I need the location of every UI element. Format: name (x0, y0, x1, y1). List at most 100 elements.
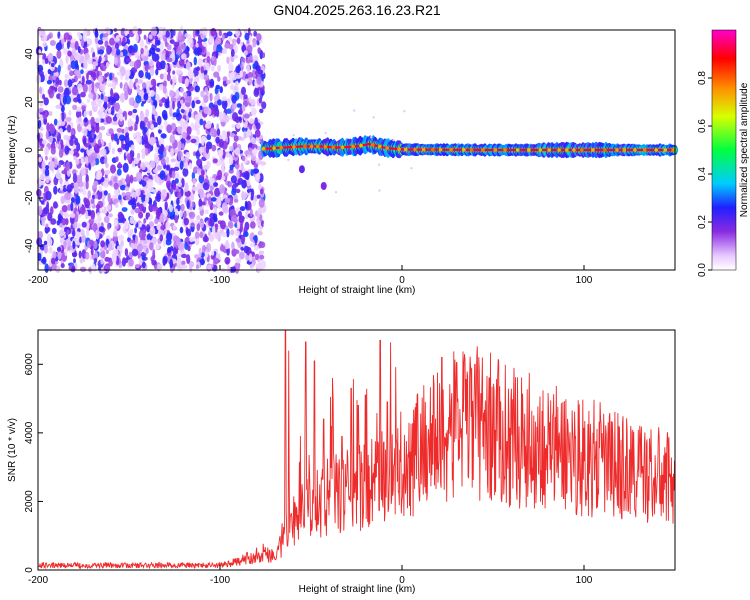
noise-speckle (75, 106, 82, 112)
noise-speckle (160, 225, 166, 231)
noise-speckle (81, 233, 86, 244)
noise-speckle (222, 76, 228, 82)
noise-speckle (94, 30, 99, 38)
signal-core-dot (654, 148, 658, 152)
noise-speckle (55, 76, 60, 85)
noise-speckle (90, 198, 95, 204)
noise-speckle (203, 106, 209, 115)
noise-speckle (138, 211, 144, 219)
noise-speckle (241, 86, 246, 96)
noise-speckle (174, 178, 179, 184)
noise-speckle (134, 235, 139, 245)
noise-speckle (84, 117, 88, 123)
noise-speckle (77, 116, 82, 123)
noise-speckle (97, 49, 105, 55)
noise-speckle (43, 97, 49, 106)
noise-speckle (244, 150, 251, 156)
noise-speckle (236, 220, 241, 230)
noise-speckle (141, 179, 147, 187)
faint-dot (378, 189, 381, 192)
noise-speckle (154, 218, 159, 225)
noise-speckle (234, 162, 240, 170)
noise-speckle (119, 113, 124, 122)
noise-speckle (143, 134, 148, 144)
noise-speckle (203, 137, 207, 142)
noise-speckle (162, 26, 166, 37)
noise-speckle (221, 130, 228, 140)
noise-speckle (37, 231, 43, 239)
noise-speckle (230, 229, 235, 236)
noise-speckle (117, 211, 124, 220)
noise-speckle (40, 200, 45, 205)
noise-speckle (94, 35, 99, 44)
noise-speckle (232, 112, 239, 122)
noise-speckle (124, 248, 129, 257)
noise-speckle (142, 229, 146, 236)
signal-core-dot (430, 147, 435, 152)
noise-speckle (252, 168, 260, 174)
noise-speckle (146, 186, 151, 194)
noise-speckle (80, 148, 85, 153)
noise-speckle (44, 155, 48, 161)
noise-speckle (165, 156, 170, 164)
noise-speckle (74, 213, 79, 223)
noise-speckle (38, 156, 43, 163)
noise-speckle (162, 85, 167, 94)
noise-speckle (180, 108, 185, 114)
noise-speckle (172, 75, 177, 84)
noise-speckle (79, 266, 87, 272)
noise-speckle (221, 232, 227, 237)
noise-speckle (163, 238, 166, 248)
noise-speckle (201, 244, 207, 254)
noise-speckle (226, 56, 230, 64)
noise-speckle (112, 80, 116, 90)
noise-speckle (91, 263, 96, 272)
noise-speckle (188, 162, 193, 169)
noise-speckle (69, 138, 74, 147)
y-tick-label: -20 (24, 190, 35, 205)
noise-speckle (165, 145, 169, 151)
noise-speckle (84, 155, 89, 164)
noise-speckle (80, 157, 84, 165)
noise-speckle (55, 171, 62, 180)
noise-speckle (179, 226, 184, 234)
noise-speckle (199, 105, 203, 111)
noise-speckle (103, 206, 107, 214)
noise-speckle (213, 182, 219, 187)
noise-speckle (246, 178, 251, 187)
noise-speckle (65, 116, 72, 122)
heatmap-layer (35, 25, 678, 275)
noise-speckle (235, 159, 239, 166)
noise-speckle (255, 122, 261, 130)
noise-speckle (236, 169, 240, 179)
noise-speckle (202, 182, 210, 191)
noise-speckle (171, 82, 175, 89)
noise-speckle (216, 44, 223, 53)
noise-speckle (117, 219, 122, 223)
noise-speckle (136, 135, 142, 143)
noise-speckle (55, 104, 62, 110)
noise-speckle (178, 74, 183, 84)
noise-speckle (75, 231, 81, 239)
signal-core-dot (481, 148, 485, 152)
noise-speckle (235, 237, 241, 243)
noise-speckle (233, 198, 239, 203)
noise-speckle (253, 30, 258, 37)
noise-speckle (78, 250, 82, 259)
signal-core-dot (331, 145, 336, 150)
noise-speckle (180, 43, 186, 50)
x-tick-label: 100 (576, 575, 593, 586)
noise-speckle (226, 108, 232, 114)
noise-speckle (124, 28, 129, 37)
noise-speckle (37, 205, 43, 216)
noise-speckle (110, 88, 114, 98)
noise-speckle (149, 136, 155, 146)
noise-speckle (182, 91, 188, 98)
noise-speckle (125, 58, 132, 63)
noise-speckle (56, 42, 62, 51)
noise-speckle (53, 185, 58, 195)
noise-speckle (58, 162, 62, 169)
noise-speckle (230, 84, 235, 91)
signal-core-dot (309, 144, 314, 149)
